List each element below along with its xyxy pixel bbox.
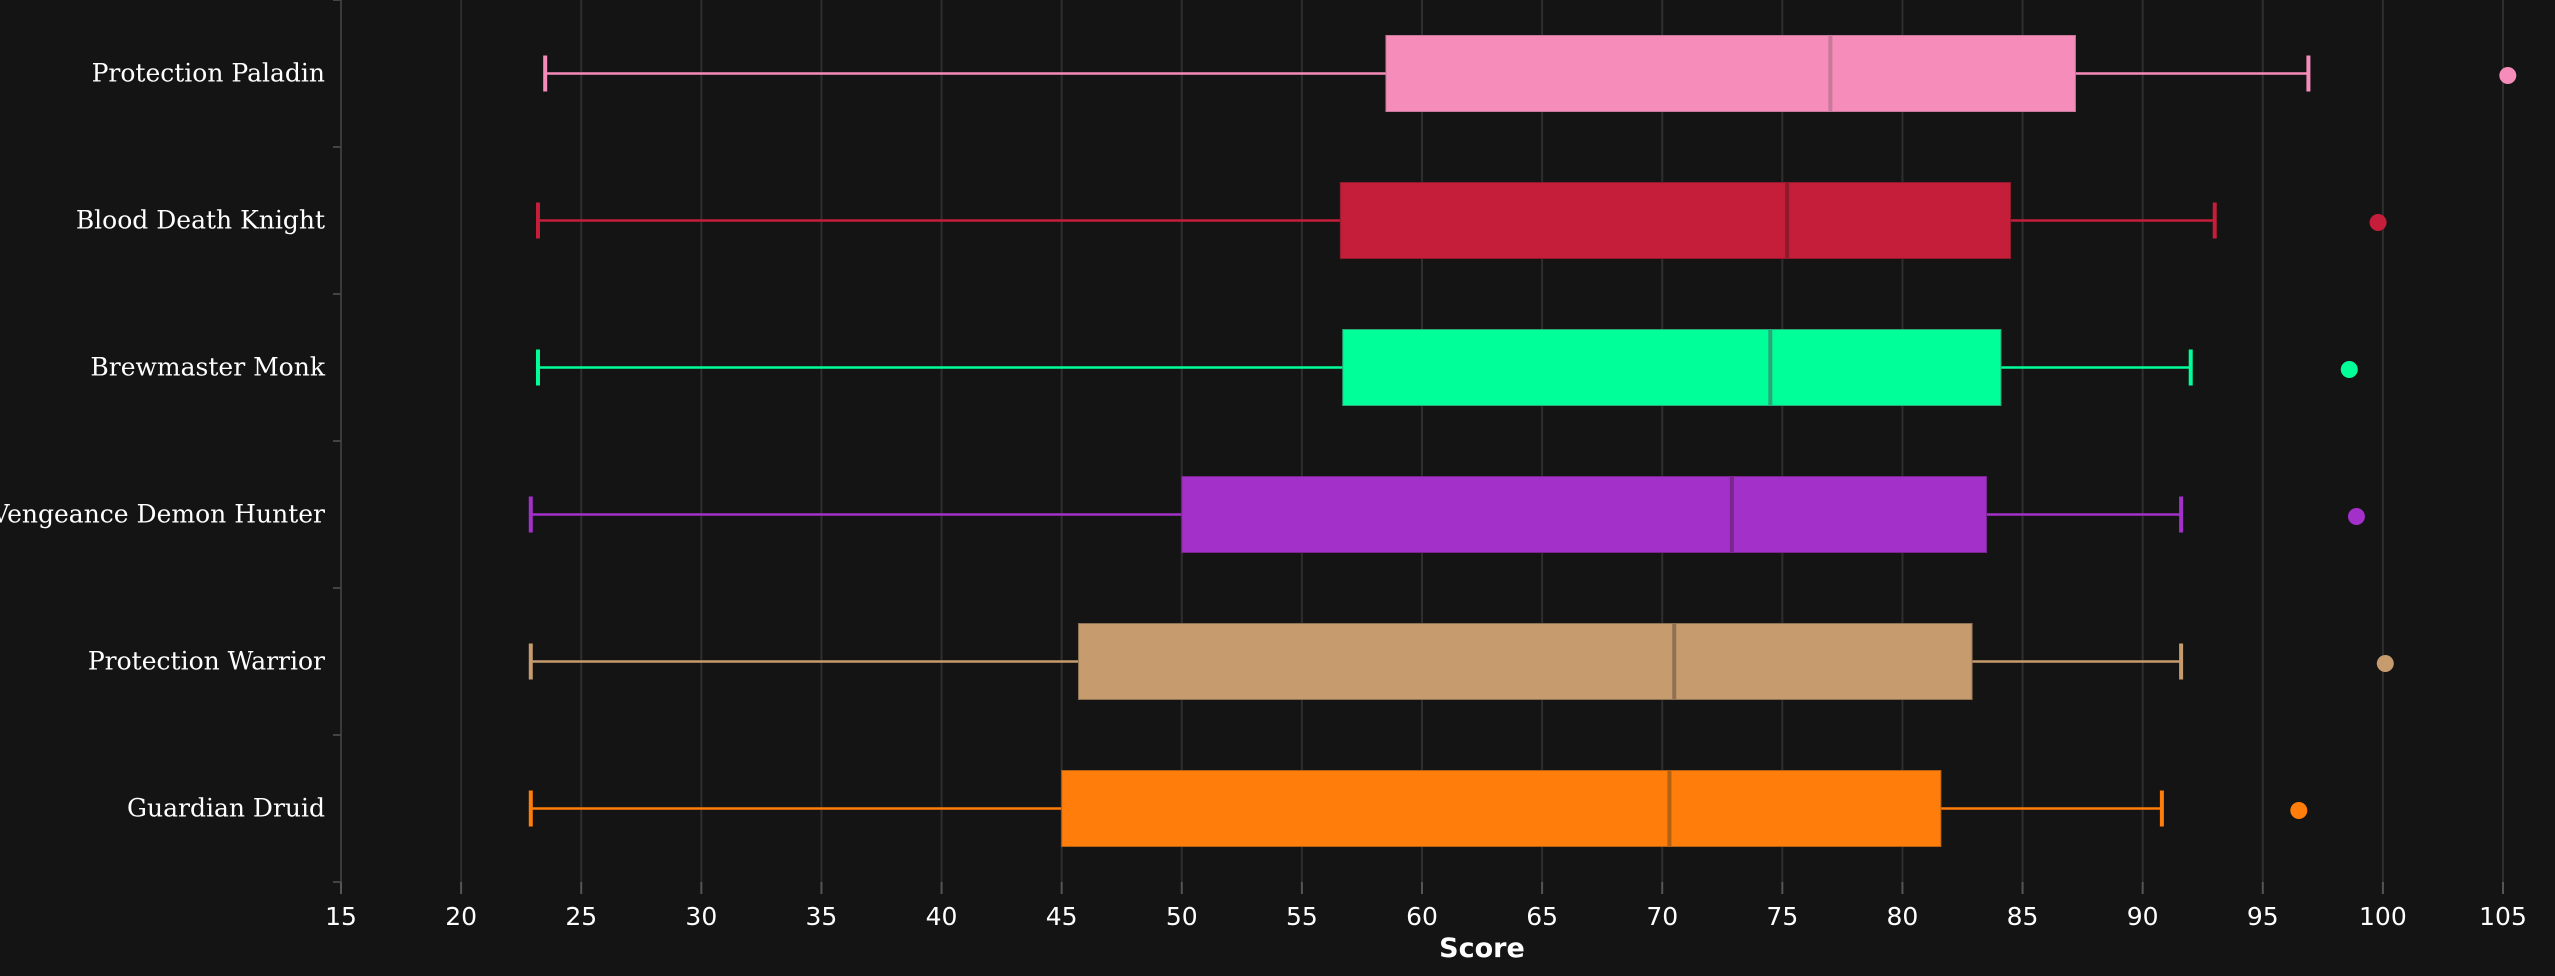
x-tick-label: 95 <box>2247 902 2279 931</box>
x-tick-label: 35 <box>806 902 838 931</box>
outlier-point <box>2499 67 2517 84</box>
category-label: Vengeance Demon Hunter <box>0 500 325 529</box>
outlier-point <box>2369 214 2387 231</box>
outlier-point <box>2347 508 2365 525</box>
box-group <box>535 329 2358 406</box>
x-tick-label: 90 <box>2127 902 2159 931</box>
y-axis <box>333 0 342 883</box>
x-tick-label: 100 <box>2359 902 2407 931</box>
box-iqr <box>1061 770 1942 847</box>
x-tick-label: 60 <box>1406 902 1438 931</box>
x-tick-label: 50 <box>1166 902 1198 931</box>
category-label: Guardian Druid <box>127 794 325 823</box>
box-iqr <box>1181 476 1988 553</box>
x-tick-label: 20 <box>445 902 477 931</box>
box-series <box>528 35 2517 847</box>
x-tick-label: 70 <box>1646 902 1678 931</box>
outlier-point <box>2290 802 2308 819</box>
category-label: Protection Paladin <box>92 59 325 88</box>
x-axis-title: Score <box>1439 933 1525 964</box>
x-tick-label: 80 <box>1887 902 1919 931</box>
box-group <box>528 770 2308 847</box>
x-tick-label: 105 <box>2479 902 2527 931</box>
x-tick-label: 40 <box>926 902 958 931</box>
box-iqr <box>1385 35 2076 112</box>
x-tick-label: 25 <box>565 902 597 931</box>
category-labels: Protection Paladin Blood Death Knight Brew… <box>0 59 326 823</box>
grid-lines <box>460 0 2504 882</box>
box-iqr <box>1342 329 2002 406</box>
box-group <box>528 623 2394 700</box>
x-axis: 15 20 25 30 35 40 45 50 55 60 65 70 75 80 85 90 95 100 105 <box>325 882 2527 931</box>
x-tick-label: 15 <box>325 902 357 931</box>
category-label: Brewmaster Monk <box>90 353 325 382</box>
x-tick-label: 85 <box>2007 902 2039 931</box>
box-iqr <box>1077 623 1973 700</box>
x-tick-label: 65 <box>1526 902 1558 931</box>
category-label: Protection Warrior <box>88 647 325 676</box>
category-label: Blood Death Knight <box>76 206 325 235</box>
x-tick-label: 45 <box>1046 902 1078 931</box>
x-tick-label: 75 <box>1766 902 1798 931</box>
box-iqr <box>1339 182 2012 259</box>
box-group <box>528 476 2365 553</box>
box-group <box>543 35 2517 112</box>
x-tick-label: 30 <box>685 902 717 931</box>
x-tick-label: 55 <box>1286 902 1318 931</box>
box-group <box>535 182 2387 259</box>
outlier-point <box>2376 655 2394 672</box>
outlier-point <box>2340 361 2358 378</box>
